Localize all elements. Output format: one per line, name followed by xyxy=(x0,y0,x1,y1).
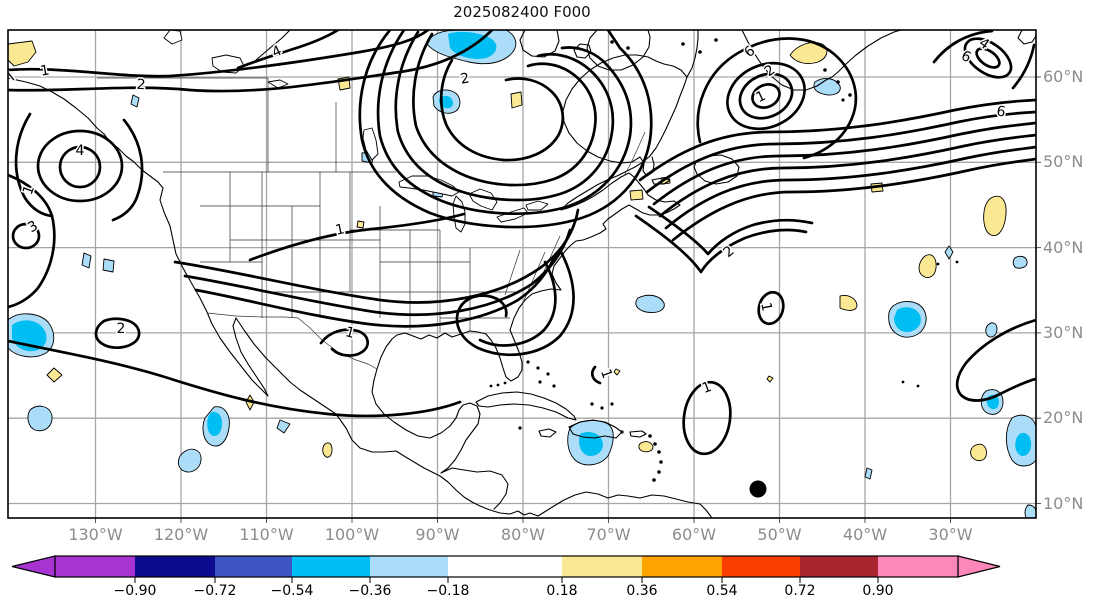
colorbar-tick-label: −0.54 xyxy=(270,583,314,599)
y-tick-label: 40°N xyxy=(1043,237,1084,257)
contour-label: 1 xyxy=(39,62,51,79)
colorbar-tick-label: −0.18 xyxy=(426,583,470,599)
y-tick-label: 20°N xyxy=(1043,408,1084,428)
x-tick-label: 90°W xyxy=(415,525,460,544)
x-tick-label: 50°W xyxy=(757,525,802,544)
colorbar-tick-label: 0.72 xyxy=(784,583,816,599)
colorbar-tick-label: −0.90 xyxy=(113,583,157,599)
axis-ticks xyxy=(95,76,1041,523)
colorbar xyxy=(11,555,1001,583)
x-tick-label: 130°W xyxy=(68,525,123,544)
coastlines xyxy=(8,30,1036,518)
colorbar-tick-label: 0.90 xyxy=(862,583,894,599)
x-tick-label: 100°W xyxy=(324,525,380,544)
contour-label: 2 xyxy=(136,77,146,94)
plot-title: 2025082400 F000 xyxy=(453,3,591,21)
colorbar-tick-label: −0.72 xyxy=(193,583,237,599)
x-tick-label: 40°W xyxy=(842,525,888,544)
x-tick-label: 70°W xyxy=(586,525,631,544)
contour-label: 6 xyxy=(995,103,1006,120)
x-tick-label: 120°W xyxy=(153,525,209,544)
contour-label: 1 xyxy=(757,301,774,313)
contour-label: 2 xyxy=(117,321,126,337)
x-tick-label: 60°W xyxy=(671,525,717,544)
storm-marker xyxy=(749,480,767,498)
colorbar-tick-label: −0.36 xyxy=(348,583,392,599)
y-tick-label: 50°N xyxy=(1043,152,1084,172)
contour-label: 2 xyxy=(459,70,471,87)
small-islands xyxy=(489,38,959,482)
contour-label: 4 xyxy=(76,143,85,159)
colorbar-tick-label: 0.54 xyxy=(706,583,738,599)
x-tick-label: 110°W xyxy=(239,525,294,544)
plot-border xyxy=(7,29,1037,519)
y-tick-label: 30°N xyxy=(1043,322,1084,342)
contour-lines xyxy=(8,30,1036,456)
x-tick-label: 80°W xyxy=(500,525,546,544)
x-tick-label: 30°W xyxy=(928,525,973,544)
y-tick-label: 10°N xyxy=(1043,493,1084,513)
colorbar-tick-label: 0.36 xyxy=(626,583,658,599)
colorbar-tick-label: 0.18 xyxy=(546,583,578,599)
y-tick-label: 60°N xyxy=(1043,67,1084,86)
